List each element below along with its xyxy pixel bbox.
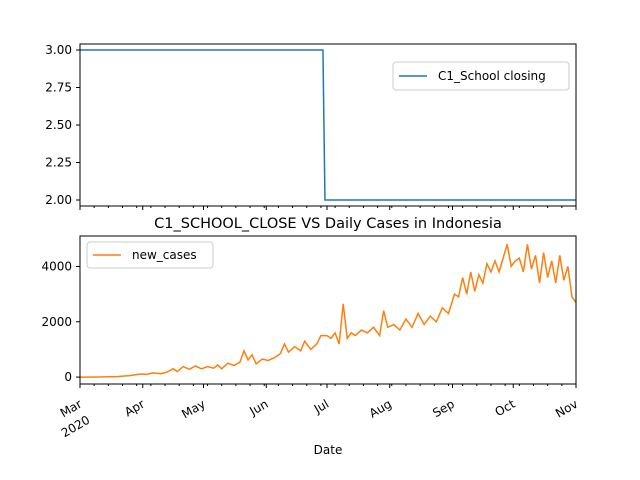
school-closing-legend: C1_School closing [392, 61, 570, 91]
new-cases-axes-frame [79, 235, 577, 385]
y-tick-label: 2.75 [45, 81, 72, 95]
new-cases-line [80, 244, 577, 378]
y-tick-label: 2.50 [45, 118, 72, 132]
y-tick-label: 2.25 [45, 156, 72, 170]
y-tick-label: 0 [64, 370, 72, 384]
school-closing-legend-box [392, 61, 570, 91]
x-axis-label: Date [314, 443, 343, 457]
school-closing-subplot: 2.00 2.25 2.50 2.75 3.00 C1_School closing [45, 43, 577, 210]
new-cases-series-group [80, 244, 577, 378]
y-tick-label: 2000 [41, 315, 72, 329]
new-cases-legend: new_cases [86, 241, 214, 269]
y-tick-label: 2.00 [45, 193, 72, 207]
x-tick-label: Jul [311, 397, 331, 417]
school-closing-series-group [80, 49, 576, 201]
school-closing-x-ticks [79, 206, 577, 210]
new-cases-legend-label: new_cases [132, 248, 197, 262]
y-tick-label: 4000 [41, 259, 72, 273]
new-cases-legend-box [86, 241, 214, 269]
school-closing-y-ticks: 2.00 2.25 2.50 2.75 3.00 [45, 43, 80, 207]
chart-title: C1_SCHOOL_CLOSE VS Daily Cases in Indone… [154, 216, 502, 232]
school-closing-line [80, 49, 576, 201]
new-cases-y-ticks: 0 2000 4000 [41, 259, 80, 384]
school-closing-legend-label: C1_School closing [438, 69, 546, 83]
y-tick-label: 3.00 [45, 43, 72, 57]
